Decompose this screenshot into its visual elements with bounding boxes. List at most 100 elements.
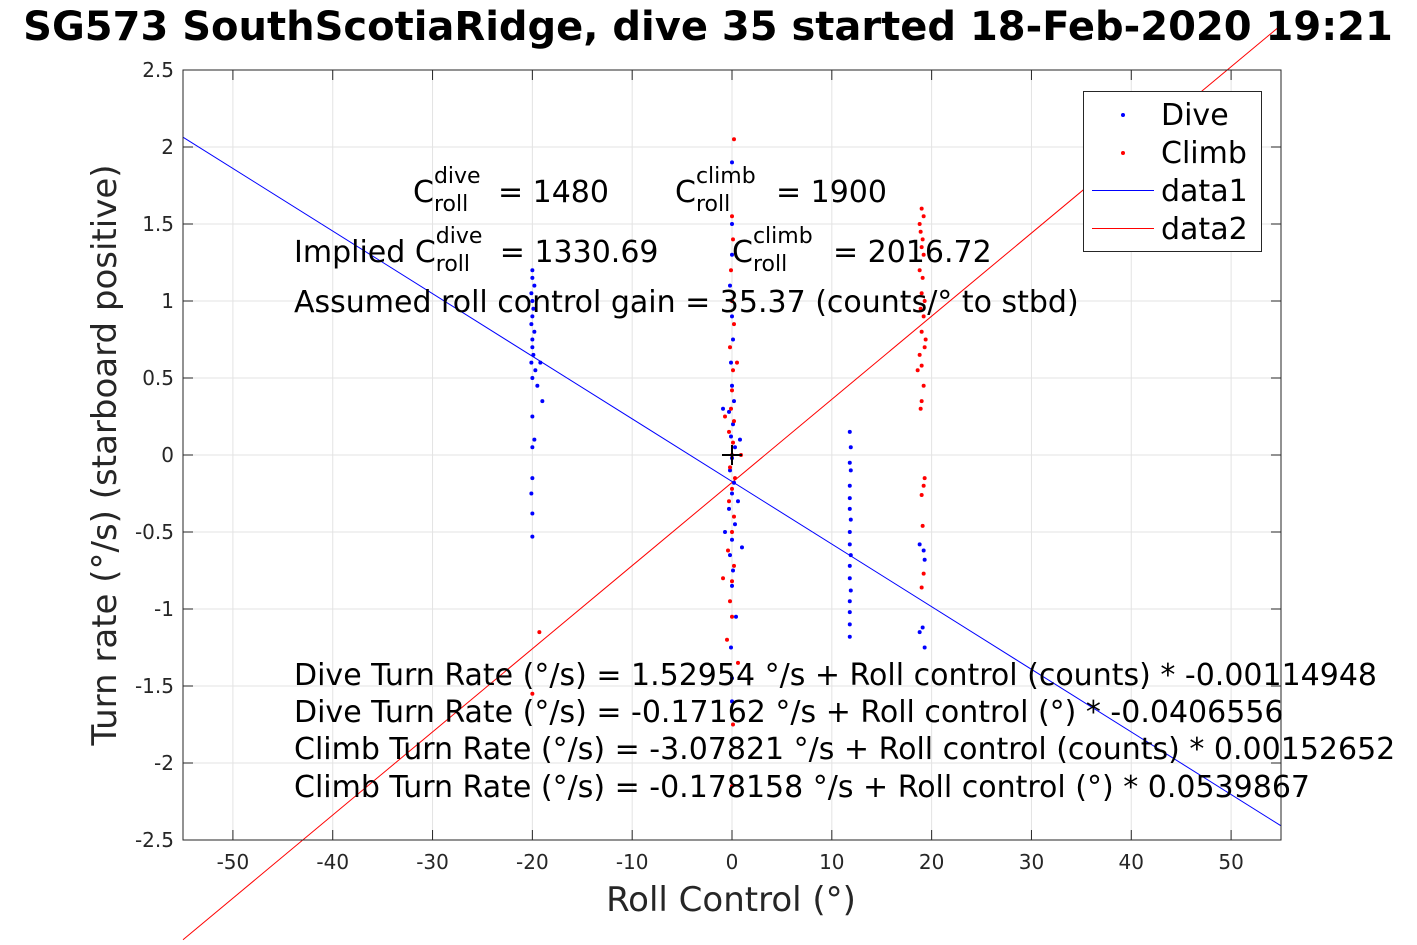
climb-point xyxy=(530,691,535,696)
dive-point xyxy=(530,345,535,350)
dive-point xyxy=(847,483,852,488)
legend-dive-dot xyxy=(1121,113,1125,117)
climb-point xyxy=(921,383,926,388)
dive-point xyxy=(728,468,733,473)
climb-point xyxy=(730,614,734,619)
climb-point xyxy=(728,599,733,604)
legend-item-climb: Climb xyxy=(1084,132,1261,171)
climb-point xyxy=(725,637,730,642)
climb-point xyxy=(735,660,740,665)
dive-equation-counts: Dive Turn Rate (°/s) = 1.52954 °/s + Rol… xyxy=(294,658,1378,693)
dive-point xyxy=(730,252,734,257)
dive-point xyxy=(731,480,736,485)
implied-dive-value: = 1330.69 xyxy=(499,235,659,270)
dive-point xyxy=(530,414,535,419)
fit-line-data1 xyxy=(182,136,1282,827)
y-tick-label: 1 xyxy=(161,289,174,313)
dive-point xyxy=(532,329,537,334)
dive-point xyxy=(530,511,535,516)
dive-point xyxy=(917,630,922,635)
climb-point xyxy=(728,465,733,470)
c-climb-sup: climb xyxy=(695,164,756,189)
dive-point xyxy=(729,360,734,365)
y-tick-label: 1.5 xyxy=(142,212,174,236)
y-tick-label: 2.5 xyxy=(142,58,174,82)
climb-point xyxy=(730,388,734,393)
dive-point xyxy=(847,576,852,581)
climb-point xyxy=(730,214,734,219)
dive-point xyxy=(917,542,922,547)
climb-point xyxy=(919,291,924,296)
dive-point xyxy=(735,499,740,504)
implied-dive-sub: roll xyxy=(435,252,471,277)
implied-climb-value: = 2016.72 xyxy=(832,235,992,270)
dive-point xyxy=(531,352,536,357)
dive-point xyxy=(529,291,534,296)
dive-point xyxy=(728,553,733,558)
climb-point xyxy=(730,722,735,727)
dive-point xyxy=(730,699,734,704)
climb-point xyxy=(920,523,925,528)
legend-item-dive: Dive xyxy=(1084,94,1261,133)
dive-point xyxy=(847,634,852,639)
dive-point xyxy=(529,360,534,365)
climb-point xyxy=(919,329,924,334)
climb-point xyxy=(921,214,926,219)
legend-climb-dot xyxy=(1121,151,1125,155)
dive-point xyxy=(530,445,535,450)
y-tick-label: -1 xyxy=(154,597,174,621)
climb-point xyxy=(730,530,734,534)
dive-point xyxy=(730,537,734,542)
climb-point xyxy=(917,222,922,226)
c-dive-value: = 1480 xyxy=(497,175,609,210)
dive-point xyxy=(530,376,535,380)
dive-point xyxy=(921,548,926,553)
climb-point xyxy=(730,440,735,445)
y-tick-label: 2 xyxy=(161,135,174,159)
climb-point xyxy=(919,363,924,368)
climb-point xyxy=(730,784,734,789)
climb-equation-counts: Climb Turn Rate (°/s) = -3.07821 °/s + R… xyxy=(294,732,1396,767)
x-tick-label: -50 xyxy=(217,850,250,874)
implied-dive-sup: dive xyxy=(435,224,483,249)
dive-point xyxy=(731,399,736,404)
dive-point xyxy=(729,645,734,650)
legend-data2-label: data2 xyxy=(1161,212,1248,247)
dive-point xyxy=(730,337,735,342)
climb-point xyxy=(723,414,728,419)
x-tick-label: 40 xyxy=(1119,850,1144,874)
climb-point xyxy=(919,399,924,404)
dive-point xyxy=(847,563,852,568)
climb-point xyxy=(734,360,739,365)
climb-point xyxy=(923,337,928,342)
c-dive-base: C xyxy=(413,175,434,210)
dive-point xyxy=(848,517,853,522)
dive-point xyxy=(531,306,536,311)
climb-point xyxy=(537,630,542,635)
climb-point xyxy=(918,229,923,234)
dive-point xyxy=(727,506,732,511)
x-axis-ticks: -50 -40 -30 -20 -10 0 10 20 30 40 50 xyxy=(217,70,1244,874)
dive-point xyxy=(540,399,545,404)
climb-point xyxy=(921,314,926,319)
dive-point xyxy=(529,491,534,496)
dive-point xyxy=(737,437,742,442)
dive-point xyxy=(530,534,535,539)
x-tick-label: -20 xyxy=(516,850,549,874)
x-tick-label: -40 xyxy=(316,850,349,874)
dive-point xyxy=(847,530,852,534)
legend-item-data1: data1 xyxy=(1084,170,1261,209)
climb-point xyxy=(922,345,927,350)
dive-point xyxy=(729,434,734,439)
c-dive-sub: roll xyxy=(433,192,469,217)
y-tick-label: -2.5 xyxy=(135,828,174,852)
dive-point xyxy=(730,583,734,588)
y-tick-label: -2 xyxy=(154,751,174,775)
dive-point xyxy=(721,406,726,411)
climb-point xyxy=(918,306,923,311)
climb-point xyxy=(726,548,731,553)
climb-point xyxy=(917,352,922,357)
c-climb-base: C xyxy=(675,175,696,210)
dive-point xyxy=(723,530,728,534)
